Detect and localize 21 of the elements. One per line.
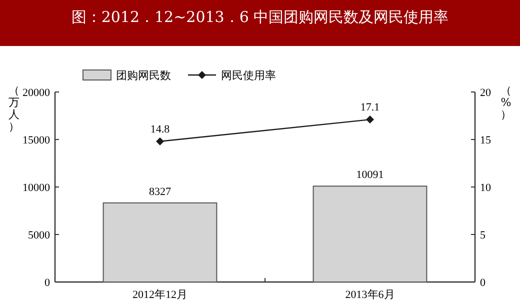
legend-label: 团购网民数: [116, 69, 171, 82]
y2-tick-label: 10: [480, 182, 492, 194]
legend-label: 网民使用率: [221, 69, 276, 82]
data-label: 14.8: [150, 123, 170, 136]
chart-title: 图：2012．12~2013．6 中国团购网民数及网民使用率: [71, 8, 449, 26]
y-tick-label: 0: [44, 277, 50, 289]
x-tick-label: 2012年12月: [132, 289, 188, 301]
y-tick-label: 5000: [28, 230, 50, 242]
data-label: 10091: [356, 169, 384, 182]
y-tick-label: 10000: [22, 182, 50, 194]
y2-tick-label: 15: [480, 134, 492, 146]
y2-tick-label: 5: [480, 230, 486, 242]
data-label: 17.1: [360, 102, 380, 114]
y2-axis-title: （%）: [500, 84, 512, 121]
y-axis-title: （万人）: [8, 84, 20, 133]
data-label: 8327: [149, 186, 172, 198]
y-tick-label: 20000: [22, 87, 50, 99]
x-tick-label: 2013年6月: [345, 289, 395, 301]
y-tick-label: 15000: [22, 134, 50, 146]
y2-tick-label: 0: [480, 277, 486, 289]
y2-tick-label: 20: [480, 87, 492, 99]
